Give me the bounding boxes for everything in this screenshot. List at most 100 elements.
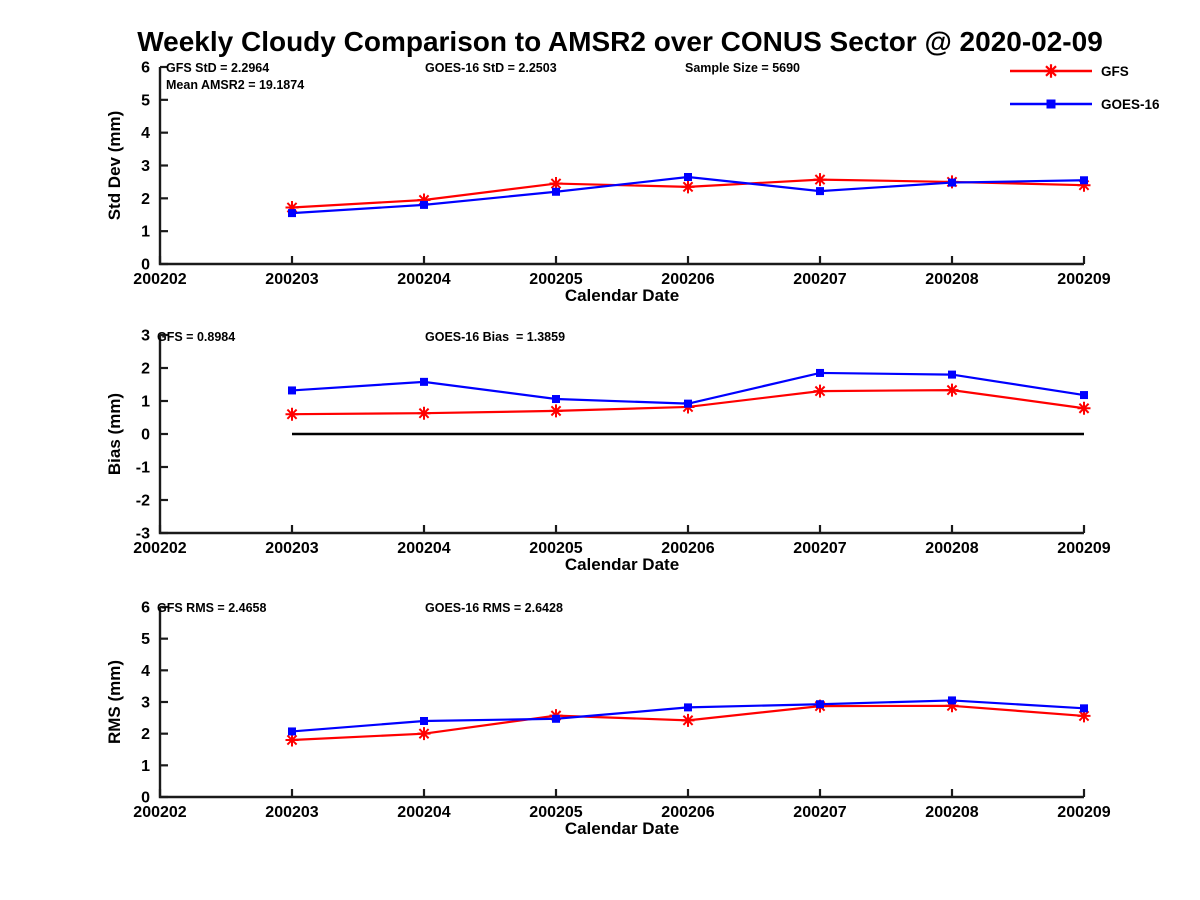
star-marker-icon: [417, 727, 431, 741]
series-line: [291, 371, 1085, 405]
square-marker-icon: [684, 399, 692, 408]
x-tick-label: 200206: [661, 271, 714, 288]
star-marker-icon: [1077, 401, 1091, 415]
legend-item-goes16: GOES-16: [1008, 95, 1160, 113]
x-tick-label: 200203: [265, 271, 318, 288]
y-axis-title: Bias (mm): [105, 393, 124, 475]
star-marker-icon: [681, 713, 695, 727]
y-tick-label: 0: [141, 790, 150, 807]
y-axis-ticks: 0 1 2 3 4 5 6: [141, 60, 168, 274]
y-tick-label: 6: [141, 60, 150, 77]
x-tick-label: 200204: [397, 271, 450, 288]
x-tick-label: 200203: [265, 804, 318, 821]
x-axis-ticks: 200202 200203 200204 200205 200206 200207 2002…: [133, 525, 1111, 557]
square-marker-icon: [552, 187, 560, 196]
y-axis-ticks: 0 1 2 3 4 5 6: [141, 600, 168, 807]
stat-annotation: GOES-16 RMS = 2.6428: [425, 601, 563, 615]
x-tick-label: 200208: [925, 804, 978, 821]
stat-annotation: Sample Size = 5690: [685, 61, 800, 75]
y-tick-label: 3: [141, 158, 150, 175]
square-marker-icon: [1080, 176, 1088, 185]
legend-item-gfs: GFS: [1008, 62, 1160, 80]
y-tick-label: 6: [141, 600, 150, 617]
series-goes-16: [288, 696, 1088, 736]
stat-annotation: GOES-16 StD = 2.2503: [425, 61, 557, 75]
y-axis-ticks: -3 -2 -1 0 1 2 3: [136, 328, 168, 543]
y-tick-label: 1: [141, 224, 150, 241]
x-tick-label: 200202: [133, 540, 186, 557]
x-tick-label: 200202: [133, 804, 186, 821]
star-marker-icon: [285, 201, 299, 215]
star-marker-icon: [1077, 178, 1091, 192]
y-tick-label: 2: [141, 191, 150, 208]
y-tick-label: 0: [141, 257, 150, 274]
square-marker-icon: [948, 370, 956, 379]
x-tick-label: 200208: [925, 540, 978, 557]
square-marker-icon: [552, 395, 560, 404]
legend-label-goes16: GOES-16: [1101, 96, 1160, 112]
y-tick-label: 1: [141, 758, 150, 775]
y-tick-label: -2: [136, 493, 150, 510]
star-marker-icon: [285, 407, 299, 421]
square-marker-icon: [684, 172, 692, 181]
y-tick-label: 0: [141, 427, 150, 444]
x-axis-title: Calendar Date: [565, 555, 679, 574]
x-tick-label: 200206: [661, 540, 714, 557]
square-marker-icon: [816, 700, 824, 709]
square-marker-icon: [816, 368, 824, 377]
x-tick-label: 200207: [793, 271, 846, 288]
y-tick-label: 3: [141, 695, 150, 712]
star-marker-icon: [813, 173, 827, 187]
x-tick-label: 200204: [397, 804, 450, 821]
x-tick-label: 200208: [925, 271, 978, 288]
x-axis-title: Calendar Date: [565, 286, 679, 305]
y-tick-label: -1: [136, 460, 150, 477]
y-axis-title: RMS (mm): [105, 660, 124, 744]
x-tick-label: 200207: [793, 804, 846, 821]
square-marker-icon: [420, 377, 428, 386]
x-tick-label: 200209: [1057, 804, 1110, 821]
x-axis-ticks: 200202 200203 200204 200205 200206 200207 2002…: [133, 256, 1111, 288]
square-marker-icon: [816, 187, 824, 196]
y-tick-label: 2: [141, 361, 150, 378]
x-tick-label: 200209: [1057, 540, 1110, 557]
y-tick-label: 4: [141, 663, 150, 680]
square-marker-icon: [684, 703, 692, 712]
legend: GFS GOES-16: [1008, 62, 1160, 128]
y-tick-label: 4: [141, 125, 150, 142]
y-tick-label: 2: [141, 726, 150, 743]
y-tick-label: 1: [141, 394, 150, 411]
series-goes-16: [288, 172, 1088, 218]
series-goes-16: [288, 368, 1088, 408]
y-axis-title: Std Dev (mm): [105, 111, 124, 221]
star-marker-icon: [945, 699, 959, 713]
square-marker-icon: [420, 200, 428, 209]
star-marker-icon: [417, 406, 431, 420]
y-tick-label: 5: [141, 631, 150, 648]
star-marker-icon: [681, 180, 695, 194]
stat-annotation: GFS RMS = 2.4658: [157, 601, 266, 615]
square-marker-icon: [1080, 391, 1088, 400]
square-marker-icon: [288, 209, 296, 218]
square-marker-icon: [552, 714, 560, 723]
x-tick-label: 200209: [1057, 271, 1110, 288]
y-tick-label: 5: [141, 92, 150, 109]
x-axis-title: Calendar Date: [565, 819, 679, 838]
star-marker-icon: [1077, 709, 1091, 723]
x-tick-label: 200205: [529, 271, 582, 288]
square-marker-icon: [1080, 704, 1088, 713]
x-tick-label: 200203: [265, 540, 318, 557]
stat-annotation: GFS = 0.8984: [157, 330, 235, 344]
x-tick-label: 200206: [661, 804, 714, 821]
square-marker-icon: [948, 178, 956, 187]
star-marker-icon: [945, 383, 959, 397]
square-marker-icon: [288, 386, 296, 395]
stat-annotation: Mean AMSR2 = 19.1874: [166, 78, 304, 92]
square-marker-icon: [288, 727, 296, 736]
stat-annotation: GFS StD = 2.2964: [166, 61, 269, 75]
star-marker-icon: [549, 404, 563, 418]
star-marker-icon: [549, 177, 563, 191]
square-marker-icon: [948, 696, 956, 705]
